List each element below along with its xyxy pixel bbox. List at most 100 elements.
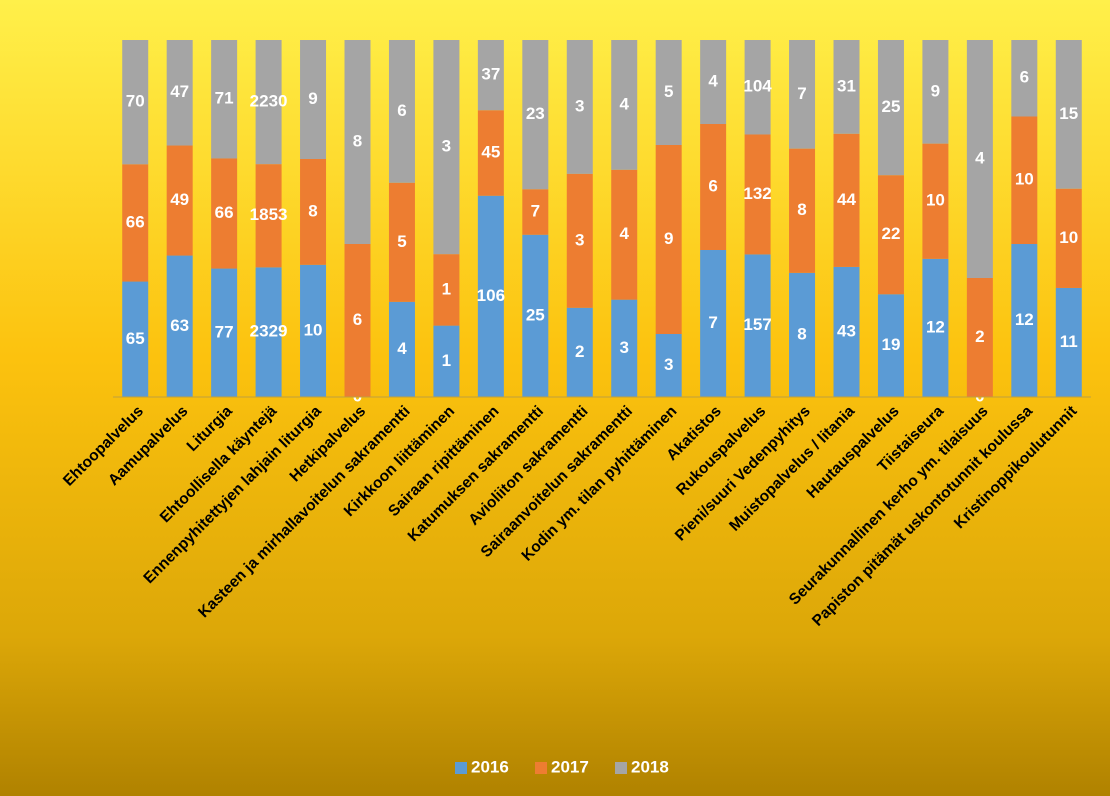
legend-label: 2017: [551, 757, 589, 776]
data-label: 3: [442, 137, 451, 156]
bar-segment: [255, 40, 282, 165]
data-label: 63: [170, 316, 189, 335]
data-label: 70: [126, 92, 145, 111]
data-label: 25: [526, 305, 545, 324]
data-label: 8: [308, 201, 317, 220]
bar-segment: [522, 40, 549, 190]
data-label: 45: [481, 142, 500, 161]
bar-segment: [566, 40, 593, 174]
bar-segment: [122, 281, 149, 397]
bar-segment: [611, 299, 638, 397]
bar-segment: [966, 278, 993, 397]
data-label: 31: [837, 76, 856, 95]
bar-segment: [166, 145, 193, 256]
bar-segment: [300, 40, 327, 159]
bar-segment: [789, 148, 816, 273]
bar-segment: [300, 264, 327, 397]
data-label: 1: [442, 351, 451, 370]
data-label: 5: [664, 82, 673, 101]
data-label: 2: [575, 342, 584, 361]
bar-segment: [655, 334, 682, 397]
bar-segment: [700, 40, 727, 124]
bar-segment: [966, 40, 993, 278]
data-label: 6: [397, 101, 406, 120]
data-label: 104: [743, 77, 772, 96]
data-label: 6: [708, 176, 717, 195]
data-label: 9: [931, 81, 940, 100]
data-label: 22: [881, 224, 900, 243]
bar-segment: [477, 195, 504, 397]
bar-segment: [922, 258, 949, 397]
bar-segment: [611, 169, 638, 300]
bar-segment: [433, 40, 460, 255]
bar-segment: [1011, 40, 1038, 117]
bar-segment: [477, 40, 504, 111]
data-label: 12: [926, 317, 945, 336]
bar-segment: [655, 40, 682, 145]
data-label: 19: [881, 335, 900, 354]
bar-segment: [300, 159, 327, 265]
bar-segment: [255, 164, 282, 268]
data-label: 4: [708, 71, 718, 90]
bar-segment: [166, 40, 193, 146]
data-label: 4: [619, 94, 629, 113]
bar-segment: [433, 325, 460, 397]
data-label: 7: [797, 84, 806, 103]
bar-segment: [566, 173, 593, 308]
data-label: 8: [797, 324, 806, 343]
bar-segment: [877, 40, 904, 176]
data-label: 10: [1059, 228, 1078, 247]
data-label: 4: [397, 339, 407, 358]
bar-segment: [744, 40, 771, 135]
data-label: 3: [619, 338, 628, 357]
data-label: 132: [743, 184, 771, 203]
bar-segment: [655, 145, 682, 334]
data-label: 3: [664, 355, 673, 374]
bar-segment: [1055, 287, 1082, 397]
bar-segment: [922, 143, 949, 259]
data-label: 3: [575, 230, 584, 249]
bar-segment: [122, 164, 149, 282]
bar-segment: [744, 134, 771, 255]
bar-segment: [877, 175, 904, 295]
bar-segment: [211, 158, 238, 269]
bar-segment: [433, 254, 460, 326]
data-label: 37: [481, 65, 500, 84]
data-label: 2: [975, 327, 984, 346]
bar-segment: [388, 301, 415, 397]
bar-segment: [255, 267, 282, 397]
bar-segment: [388, 182, 415, 302]
bar-segment: [1055, 188, 1082, 288]
bar-segment: [700, 250, 727, 397]
bar-segment: [877, 294, 904, 397]
data-label: 15: [1059, 104, 1078, 123]
data-label: 49: [170, 190, 189, 209]
bar-segment: [1055, 40, 1082, 189]
bar-segment: [744, 254, 771, 397]
data-label: 1853: [250, 205, 288, 224]
data-label: 47: [170, 82, 189, 101]
bar-segment: [833, 133, 860, 267]
data-label: 1: [442, 279, 451, 298]
bar-segment: [789, 40, 816, 149]
data-label: 77: [215, 322, 234, 341]
bar-segment: [700, 124, 727, 250]
data-label: 10: [926, 191, 945, 210]
legend-label: 2018: [631, 757, 669, 776]
data-label: 7: [708, 313, 717, 332]
data-label: 157: [743, 315, 771, 334]
data-label: 7: [531, 201, 540, 220]
data-label: 23: [526, 104, 545, 123]
bar-segment: [922, 40, 949, 144]
bar-segment: [166, 255, 193, 397]
data-label: 3: [575, 96, 584, 115]
legend-swatch: [615, 762, 627, 774]
data-label: 4: [975, 148, 985, 167]
bar-segment: [522, 189, 549, 235]
data-label: 6: [1020, 68, 1029, 87]
data-label: 9: [664, 229, 673, 248]
legend-label: 2016: [471, 757, 509, 776]
data-label: 10: [1015, 170, 1034, 189]
data-label: 65: [126, 329, 145, 348]
